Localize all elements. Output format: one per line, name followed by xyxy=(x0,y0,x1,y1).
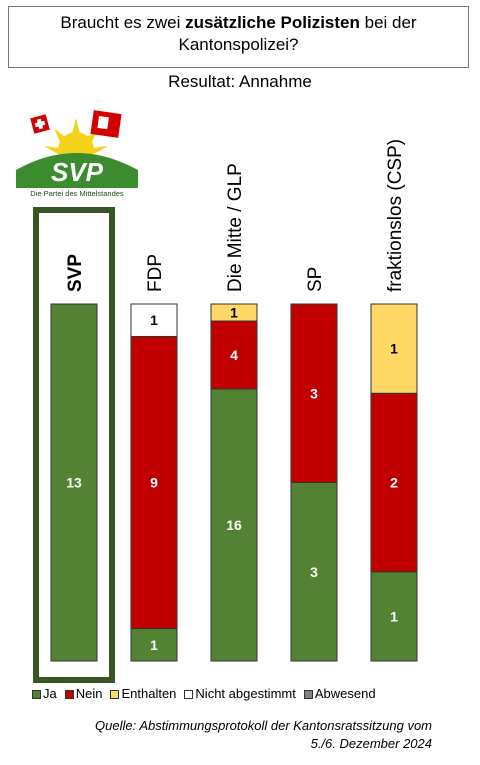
bar-segment-nein-3 xyxy=(290,303,338,483)
chart-title: Braucht es zwei zusätzliche Polizisten b… xyxy=(8,6,469,68)
legend-item-nicht_abgestimmt: Nicht abgestimmt xyxy=(184,686,296,702)
legend-swatch-ja xyxy=(32,689,41,699)
bar-segment-nicht_abgestimmt-1 xyxy=(130,303,178,337)
title-suffix: bei der xyxy=(359,13,417,32)
legend-swatch-abwesend xyxy=(303,689,313,699)
legend-label-nein: Nein xyxy=(75,686,103,701)
data-label-enthalten-4: 1 xyxy=(390,341,398,357)
bar-segment-ja-3 xyxy=(290,482,338,662)
bar-segment-ja-1 xyxy=(130,628,178,662)
legend-swatch-nicht_abgestimmt xyxy=(184,689,194,699)
bar-segment-ja-2 xyxy=(210,388,258,662)
logo-tagline: Die Partei des Mittelstandes xyxy=(30,189,124,198)
data-label-ja-2: 16 xyxy=(226,517,242,533)
title-prefix: Braucht es zwei xyxy=(60,13,186,32)
category-label-2: Die Mitte / GLP xyxy=(225,163,246,292)
data-label-nein-1: 9 xyxy=(150,475,158,491)
data-label-ja-3: 3 xyxy=(310,564,318,580)
category-label-1: FDP xyxy=(145,254,166,292)
legend-label-abwesend: Abwesend xyxy=(314,686,376,701)
category-label-4: fraktionslos (CSP) xyxy=(385,139,406,292)
title-bold: zusätzliche Polizisten xyxy=(185,13,360,32)
highlight-layer xyxy=(33,207,115,683)
data-label-ja-1: 1 xyxy=(150,637,158,653)
legend-item-ja: Ja xyxy=(32,686,57,702)
legend-swatch-nein xyxy=(64,689,74,699)
legend-label-nicht_abgestimmt: Nicht abgestimmt xyxy=(195,686,296,701)
legend: Ja Nein Enthalten Nicht abgestimmt Abwesend xyxy=(32,686,384,702)
logo-text: SVP xyxy=(51,157,104,187)
bar-segment-ja-0 xyxy=(50,303,98,662)
title-line2: Kantonspolizei? xyxy=(178,35,299,54)
legend-item-nein: Nein xyxy=(64,686,103,702)
legend-item-enthalten: Enthalten xyxy=(110,686,176,702)
bar-segment-nein-1 xyxy=(130,335,178,630)
source-note: Quelle: Abstimmungsprotokoll der Kantons… xyxy=(32,717,432,753)
legend-swatch-enthalten xyxy=(110,689,120,699)
result-text: Resultat: Annahme xyxy=(168,72,312,91)
bar-segment-enthalten-4 xyxy=(370,303,418,394)
legend-item-abwesend: Abwesend xyxy=(303,686,376,702)
legend-label-enthalten: Enthalten xyxy=(121,686,177,701)
category-label-3: SP xyxy=(305,267,326,292)
data-label-ja-4: 1 xyxy=(390,608,398,624)
bar-segment-nein-4 xyxy=(370,392,418,573)
source-line2: 5./6. Dezember 2024 xyxy=(310,736,432,751)
source-line1: Quelle: Abstimmungsprotokoll der Kantons… xyxy=(95,718,432,733)
data-label-nicht_abgestimmt-1: 1 xyxy=(150,312,158,328)
bar-segment-nein-2 xyxy=(210,320,258,390)
highlight-frame-0 xyxy=(33,207,115,683)
data-label-nein-3: 3 xyxy=(310,385,318,401)
data-label-nein-2: 4 xyxy=(230,347,238,363)
data-label-ja-0: 13 xyxy=(66,475,82,491)
category-label-0: SVP xyxy=(65,254,86,292)
svp-logo: SVP Die Partei des Mittelstandes xyxy=(16,110,138,198)
data-label-nein-4: 2 xyxy=(390,475,398,491)
legend-label-ja: Ja xyxy=(43,686,57,701)
data-label-enthalten-2: 1 xyxy=(230,305,238,321)
bar-segment-ja-4 xyxy=(370,571,418,662)
category-labels: SVP FDP Die Mitte / GLP SP fraktionslos (CSP… xyxy=(65,139,406,292)
bar-segment-enthalten-2 xyxy=(210,303,258,322)
